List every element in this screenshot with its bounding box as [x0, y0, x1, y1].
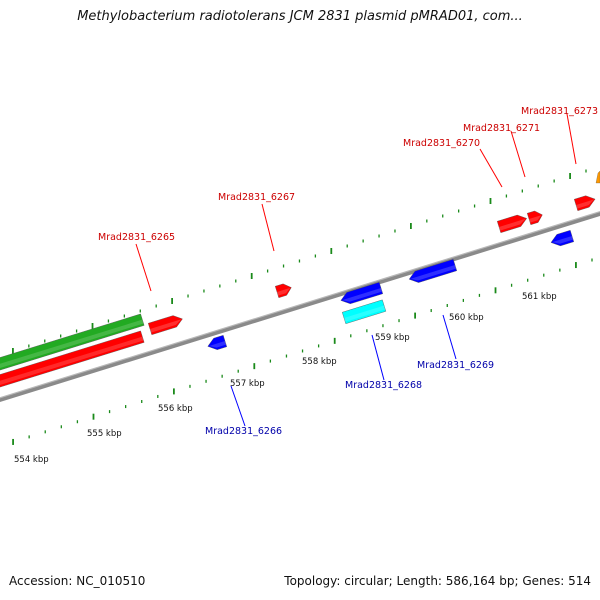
leader-6273 [566, 113, 577, 165]
scale-label-556-kbp: 556 kbp [158, 404, 193, 414]
green-feature-shine [0, 319, 144, 368]
forward-gene-6267 [274, 283, 292, 298]
forward-gene-6265-shine [150, 319, 182, 333]
forward-gene-6273 [573, 195, 596, 211]
gene-features [0, 170, 600, 388]
scale-label-554-kbp: 554 kbp [14, 455, 49, 465]
cyan-feature [341, 299, 387, 324]
reverse-gene-6266 [207, 335, 228, 350]
scale-label-560-kbp: 560 kbp [449, 313, 484, 323]
scale-label-559-kbp: 559 kbp [375, 333, 410, 343]
gene-label-6267: Mrad2831_6267 [218, 192, 295, 203]
forward-gene-6270 [496, 214, 528, 233]
leader-6270 [479, 148, 503, 188]
gene-label-6269: Mrad2831_6269 [417, 360, 494, 371]
reverse-gene-6269 [408, 259, 458, 283]
reverse-gene-6266-shine [208, 341, 227, 348]
green-feature [0, 313, 145, 371]
cyan-feature-shine [344, 305, 386, 322]
leader-6268 [371, 334, 385, 381]
label-leaders [135, 113, 577, 427]
reverse-gene-small [550, 230, 575, 247]
reverse-gene-small-shine [552, 236, 574, 244]
forward-gene-6270-shine [499, 218, 526, 231]
forward-gene-6265 [147, 315, 183, 335]
scale-label-558-kbp: 558 kbp [302, 357, 337, 367]
forward-gene-6267-shine [277, 287, 291, 296]
reverse-gene-6268-shine [342, 288, 383, 302]
scale-label-555-kbp: 555 kbp [87, 429, 122, 439]
backbone-main [0, 211, 600, 402]
scale-label-561-kbp: 561 kbp [522, 292, 557, 302]
scale-label-557-kbp: 557 kbp [230, 379, 265, 389]
leader-6271 [510, 130, 526, 178]
map-title: Methylobacterium radiotolerans JCM 2831 … [77, 9, 523, 24]
tick-marks [12, 169, 593, 445]
forward-gene-6271-shine [529, 215, 542, 223]
red-long-feature-shine [0, 336, 144, 385]
gene-label-6273: Mrad2831_6273 [521, 106, 598, 117]
red-long-feature [0, 330, 145, 388]
accession-label: Accession: NC_010510 [9, 574, 146, 588]
gene-label-6270: Mrad2831_6270 [403, 138, 480, 149]
leader-6267 [261, 203, 275, 252]
gene-label-6268: Mrad2831_6268 [345, 380, 422, 391]
summary-label: Topology: circular; Length: 586,164 bp; … [284, 574, 591, 588]
gene-label-6265: Mrad2831_6265 [98, 232, 175, 243]
summary-footer: Topology: circular; Length: 586,164 bp; … [284, 574, 591, 588]
backbone [0, 211, 600, 402]
leader-6265 [135, 243, 152, 292]
reverse-gene-6268 [340, 282, 384, 305]
leader-6266 [230, 385, 246, 427]
accession-footer: Accession: NC_010510 [9, 574, 145, 588]
forward-gene-6271 [526, 210, 543, 225]
gene-label-6271: Mrad2831_6271 [463, 123, 540, 134]
reverse-gene-6269-shine [410, 265, 457, 281]
leader-6269 [442, 314, 457, 360]
backbone-highlight [0, 211, 600, 399]
orange-feature [595, 170, 600, 184]
gene-label-6266: Mrad2831_6266 [205, 426, 282, 437]
forward-gene-6273-shine [576, 199, 594, 209]
map-labels: Mrad2831_6265 Mrad2831_6267 Mrad2831_6270 M… [14, 106, 598, 465]
